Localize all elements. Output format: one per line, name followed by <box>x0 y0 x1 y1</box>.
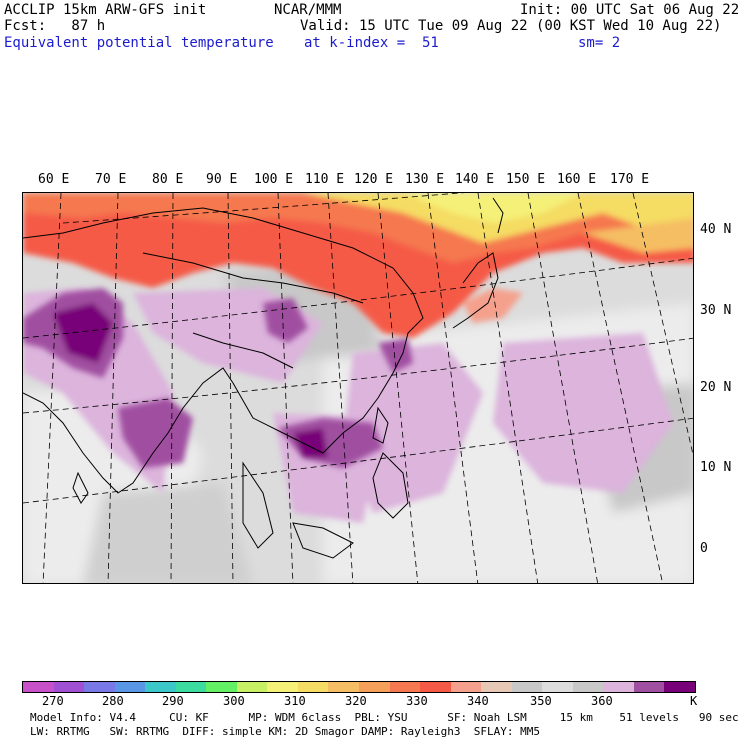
colorbar-swatch-9 <box>297 682 329 692</box>
colorbar-swatch-7 <box>236 682 268 692</box>
colorbar-swatch-21 <box>664 682 696 692</box>
map-plot <box>22 192 694 584</box>
colorbar-swatch-3 <box>114 682 146 692</box>
colorbar-swatch-19 <box>603 682 634 692</box>
colorbar-swatch-15 <box>481 682 512 692</box>
colorbar-swatch-0 <box>23 682 54 692</box>
colorbar-swatch-17 <box>542 682 573 692</box>
graticule <box>23 193 693 583</box>
level-index: at k-index = 51 <box>304 35 439 51</box>
colorbar-tick-350: 350 <box>530 694 552 708</box>
dark-purple-regions <box>23 288 413 468</box>
lat-label-40n: 40 N <box>700 222 732 237</box>
colorbar-swatch-4 <box>145 682 176 692</box>
colorbar-swatch-12 <box>389 682 421 692</box>
map-field-svg <box>23 193 693 583</box>
lat-label-20n: 20 N <box>700 380 732 395</box>
colorbar-swatch-14 <box>450 682 482 692</box>
colorbar-swatch-2 <box>84 682 115 692</box>
colorbar-swatch-5 <box>175 682 207 692</box>
colorbar-tick-320: 320 <box>345 694 367 708</box>
field-name: Equivalent potential temperature <box>4 35 274 51</box>
lat-label-30n: 30 N <box>700 303 732 318</box>
colorbar-tick-360: 360 <box>591 694 613 708</box>
colorbar-swatch-8 <box>267 682 298 692</box>
lon-label-160e: 160 E <box>557 172 597 187</box>
model-info-line2: LW: RRTMG SW: RRTMG DIFF: simple KM: 2D … <box>30 725 540 738</box>
colorbar-tick-330: 330 <box>406 694 428 708</box>
colorbar-swatch-18 <box>572 682 604 692</box>
lon-label-150e: 150 E <box>506 172 546 187</box>
lon-label-80e: 80 E <box>152 172 184 187</box>
lon-label-100e: 100 E <box>254 172 294 187</box>
model-title: ACCLIP 15km ARW-GFS init <box>4 2 207 18</box>
lon-label-60e: 60 E <box>38 172 70 187</box>
lon-label-170e: 170 E <box>610 172 650 187</box>
colorbar-tick-280: 280 <box>102 694 124 708</box>
colorbar-tick-340: 340 <box>467 694 489 708</box>
colorbar-tick-270: 270 <box>42 694 64 708</box>
agency-label: NCAR/MMM <box>274 2 342 18</box>
model-info-line1: Model Info: V4.4 CU: KF MP: WDM 6class P… <box>30 711 739 724</box>
colorbar <box>22 681 696 693</box>
init-time: Init: 00 UTC Sat 06 Aug 22 <box>520 2 740 18</box>
smoothing-value: sm= 2 <box>578 35 621 51</box>
colorbar-swatch-10 <box>328 682 360 692</box>
lon-label-130e: 130 E <box>405 172 445 187</box>
lat-label-0: 0 <box>700 541 708 556</box>
valid-time: Valid: 15 UTC Tue 09 Aug 22 (00 KST Wed … <box>300 18 722 34</box>
coastlines <box>23 197 504 559</box>
colorbar-swatch-20 <box>633 682 665 692</box>
warm-band <box>23 193 693 338</box>
colorbar-unit: K <box>690 694 698 708</box>
colorbar-tick-310: 310 <box>284 694 306 708</box>
lon-label-140e: 140 E <box>455 172 495 187</box>
colorbar-tick-290: 290 <box>162 694 184 708</box>
colorbar-tick-300: 300 <box>223 694 245 708</box>
forecast-hour: Fcst: 87 h <box>4 18 106 34</box>
lon-label-90e: 90 E <box>206 172 238 187</box>
colorbar-swatch-13 <box>420 682 451 692</box>
lon-label-110e: 110 E <box>305 172 345 187</box>
lon-label-70e: 70 E <box>95 172 127 187</box>
colorbar-swatch-6 <box>206 682 237 692</box>
colorbar-swatch-16 <box>511 682 543 692</box>
colorbar-swatch-1 <box>53 682 85 692</box>
lon-label-120e: 120 E <box>354 172 394 187</box>
colorbar-swatch-11 <box>359 682 390 692</box>
lat-label-10n: 10 N <box>700 460 732 475</box>
